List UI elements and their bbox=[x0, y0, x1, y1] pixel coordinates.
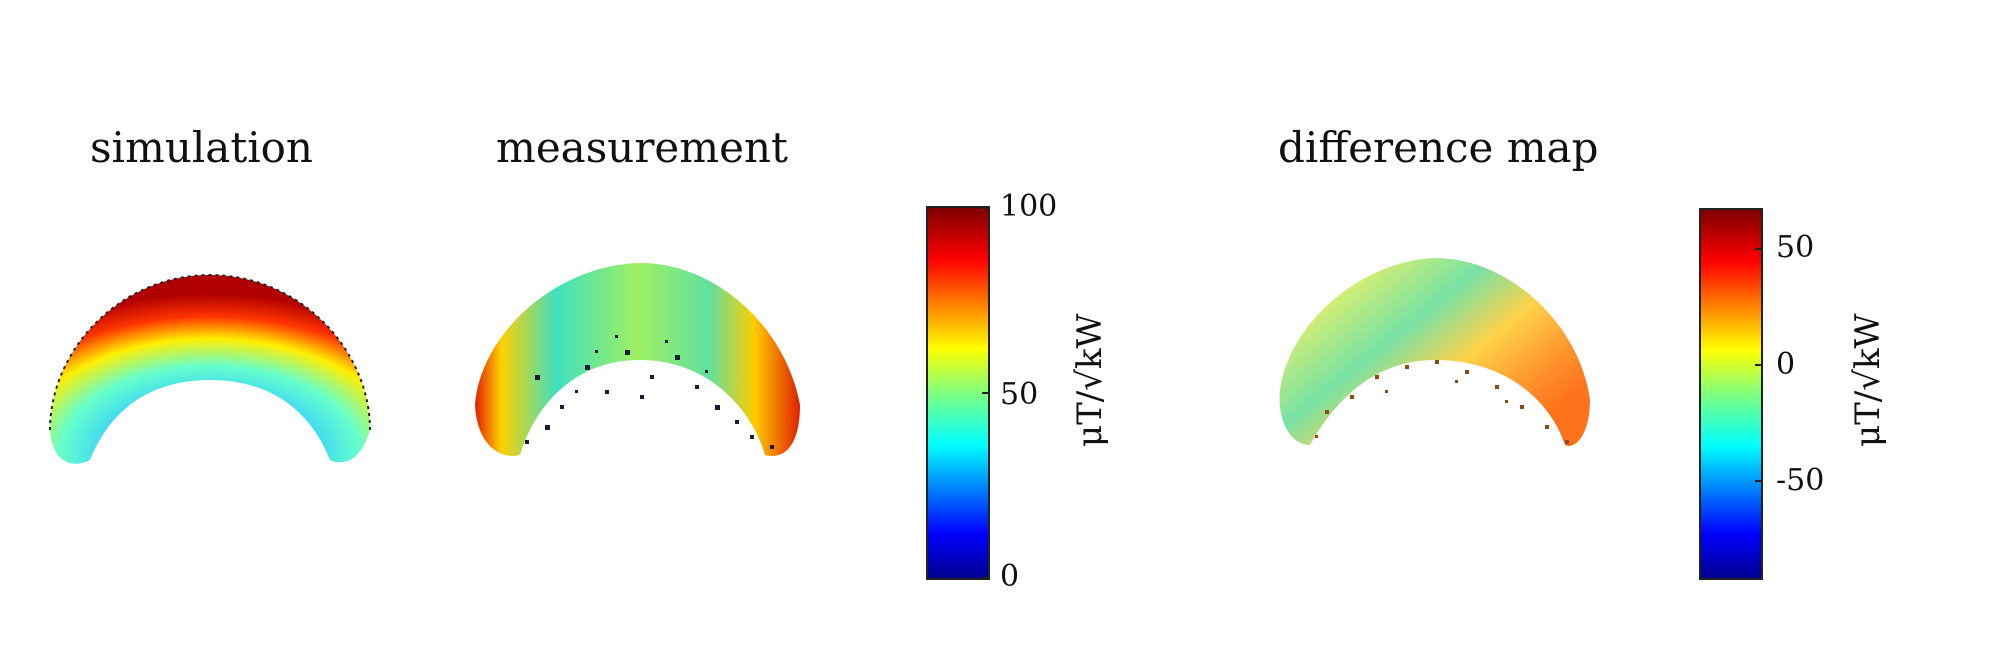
difference-map bbox=[1279, 258, 1590, 446]
colorbar-right-tick-neg50: -50 bbox=[1776, 463, 1825, 498]
colorbar-left-unit: μT/√kW bbox=[1070, 313, 1110, 447]
difference-noise bbox=[1315, 360, 1569, 444]
title-measurement: measurement bbox=[496, 123, 788, 172]
colorbar-right-tick-0: 0 bbox=[1776, 347, 1796, 382]
colorbar-right-tick bbox=[1755, 248, 1763, 250]
colorbar-left-tick-50: 50 bbox=[1000, 377, 1039, 412]
colorbar-right bbox=[1699, 208, 1763, 580]
colorbar-right-tick bbox=[1755, 364, 1763, 366]
colorbar-left-tick bbox=[982, 207, 990, 209]
title-difference-map: difference map bbox=[1278, 123, 1599, 172]
title-simulation: simulation bbox=[90, 123, 313, 172]
colorbar-right-tick bbox=[1755, 480, 1763, 482]
colorbar-left bbox=[926, 206, 990, 580]
measurement-map bbox=[475, 263, 800, 456]
colorbar-left-tick bbox=[982, 577, 990, 579]
colorbar-right-unit: μT/√kW bbox=[1848, 313, 1888, 447]
measurement-noise bbox=[525, 335, 774, 449]
colorbar-right-tick-50: 50 bbox=[1776, 230, 1815, 265]
colorbar-left-tick bbox=[982, 392, 990, 394]
colorbar-left-tick-0: 0 bbox=[1000, 559, 1020, 594]
colorbar-left-tick-100: 100 bbox=[1000, 189, 1058, 224]
simulation-map bbox=[49, 273, 371, 464]
